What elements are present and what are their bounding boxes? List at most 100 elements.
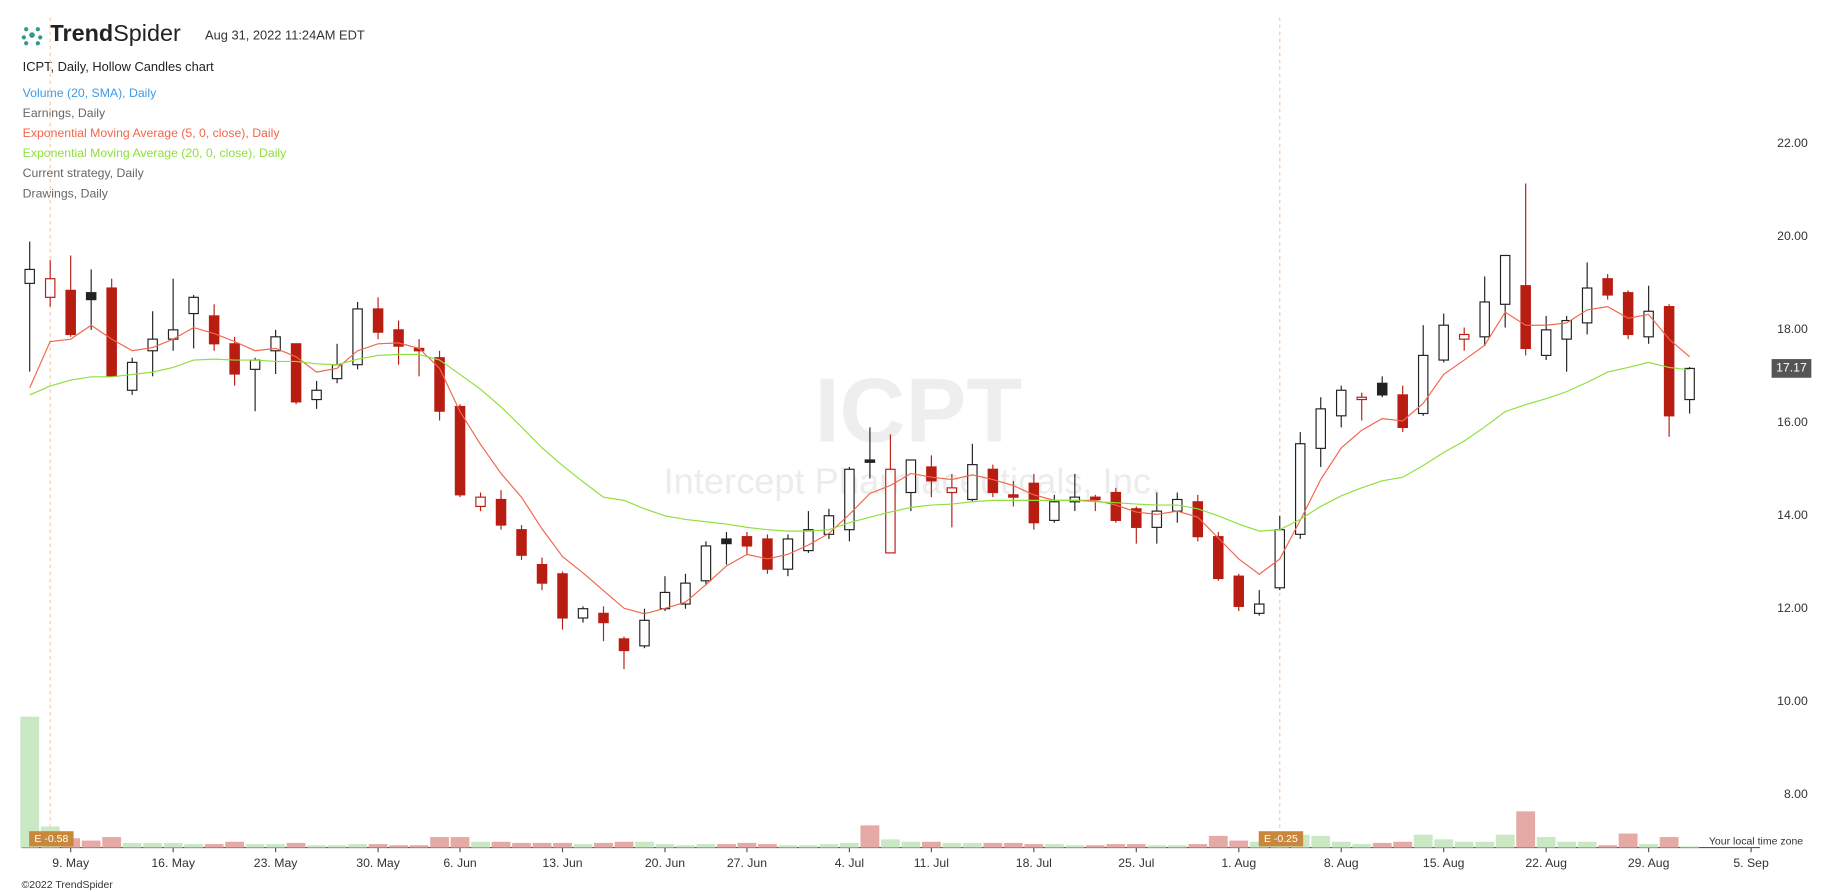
volume-bar	[573, 844, 593, 848]
candle-body	[1008, 494, 1019, 498]
y-tick-label: 18.00	[1777, 322, 1808, 336]
candle-body	[85, 292, 97, 301]
volume-bar	[1413, 834, 1433, 848]
candle	[1172, 492, 1183, 523]
volume-bar	[758, 844, 777, 848]
earnings-label: E -0.25	[1264, 833, 1298, 845]
candle	[1254, 590, 1265, 616]
candle	[1663, 304, 1675, 437]
volume-bar	[1618, 833, 1638, 848]
x-tick-label: 15. Aug	[1423, 856, 1465, 870]
earnings-badge	[29, 831, 74, 847]
candle	[905, 459, 917, 512]
candle-body	[1458, 333, 1470, 340]
candle-body	[290, 343, 302, 403]
candle	[1090, 494, 1101, 512]
candle-body	[659, 591, 671, 610]
candle	[495, 490, 507, 530]
candle-body	[762, 538, 773, 570]
x-tick-label: 16. May	[151, 856, 195, 870]
candle	[659, 576, 671, 612]
candle-body	[1213, 536, 1224, 580]
candle	[680, 573, 691, 609]
volume-bar	[717, 844, 736, 848]
x-tick-label: 4. Jul	[835, 856, 864, 870]
candle	[1520, 183, 1531, 356]
candle	[352, 301, 363, 370]
brand-light: Spider	[113, 20, 181, 46]
candle	[44, 260, 56, 307]
copyright: ©2022 TrendSpider	[22, 879, 114, 891]
candle-body	[618, 638, 630, 652]
volume-bar	[819, 844, 839, 848]
volume-bar	[553, 842, 572, 848]
x-tick-label: 11. Jul	[914, 856, 949, 870]
volume-bar	[1495, 834, 1515, 848]
candle	[229, 336, 240, 386]
candle	[65, 255, 76, 337]
candle-body	[905, 459, 917, 494]
candle-body	[1254, 603, 1265, 614]
candle-body	[557, 573, 568, 619]
candle-body	[803, 529, 814, 552]
volume-bar	[921, 841, 941, 848]
timezone: Your local time zone	[1709, 836, 1803, 848]
candle-body	[844, 468, 855, 531]
candle-body	[1356, 396, 1367, 401]
volume-bar	[430, 837, 449, 848]
candle	[311, 380, 322, 409]
volume-bar	[798, 845, 818, 848]
volume-bar	[1311, 835, 1331, 848]
candle-body	[1090, 496, 1101, 501]
candle-body	[1315, 408, 1327, 449]
candle	[577, 606, 589, 623]
candle-body	[393, 329, 404, 347]
volume-bar	[81, 840, 101, 848]
volume-bar	[348, 844, 368, 848]
candle-body	[1151, 510, 1163, 528]
volume-bar	[143, 842, 163, 848]
candle	[270, 329, 281, 374]
candle	[639, 608, 650, 649]
candle	[1356, 392, 1367, 421]
y-tick-label: 12.00	[1777, 601, 1808, 615]
indicator-label: Earnings, Daily	[23, 106, 106, 120]
candle-body	[372, 308, 384, 333]
candle-body	[249, 359, 261, 370]
candle	[1376, 376, 1388, 398]
candle-body	[1294, 443, 1306, 535]
volume-bar	[1065, 845, 1085, 848]
volume-bar	[1372, 842, 1392, 848]
candle	[721, 532, 732, 565]
volume-bar	[1188, 844, 1208, 848]
volume-bar	[450, 837, 470, 848]
chart-label: ICPT, Daily, Hollow Candles chart	[23, 59, 214, 74]
volume-bar	[1147, 845, 1167, 848]
ema-line	[29, 353, 1690, 532]
candle	[475, 492, 486, 512]
candle	[434, 350, 445, 421]
candle	[126, 357, 138, 395]
indicator-label: Current strategy, Daily	[23, 166, 145, 180]
volume-bar	[962, 842, 982, 848]
candle	[413, 339, 425, 377]
candle-body	[741, 536, 753, 547]
candle	[1684, 367, 1695, 414]
indicator-label: Drawings, Daily	[23, 186, 109, 200]
candle	[967, 443, 978, 502]
candle-body	[1131, 508, 1142, 528]
candle-body	[44, 278, 56, 298]
volume-bar	[676, 845, 695, 848]
y-tick-label: 16.00	[1777, 415, 1808, 429]
volume-bar	[655, 844, 675, 848]
volume-bar	[737, 842, 757, 848]
volume-bar	[307, 845, 327, 848]
volume-bar	[389, 845, 408, 848]
volume-bar	[368, 844, 388, 848]
candle	[618, 636, 630, 670]
volume-bar	[122, 842, 142, 848]
candle-body	[1192, 501, 1204, 538]
candle-body	[208, 315, 220, 345]
x-tick-label: 13. Jun	[542, 856, 582, 870]
